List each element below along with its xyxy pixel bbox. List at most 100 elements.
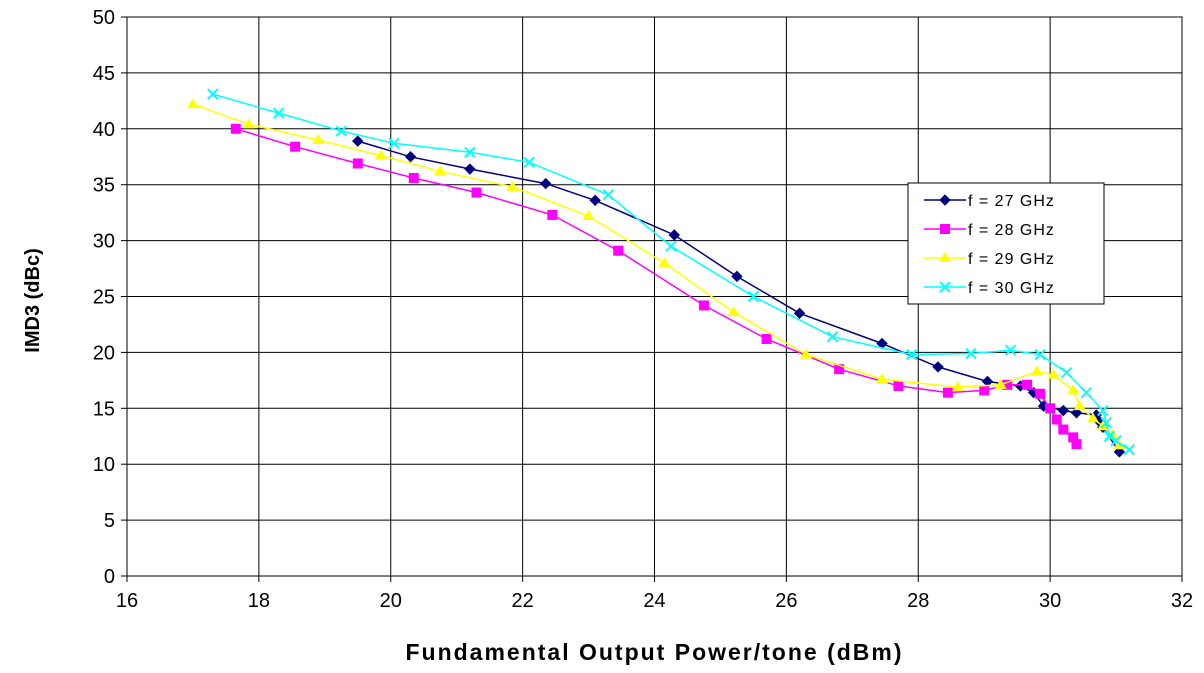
legend-label: f = 27 GHz [968,193,1055,210]
data-point [506,180,519,191]
data-point [1070,407,1083,419]
data-point [352,158,363,169]
data-point [1086,412,1099,423]
data-point [1060,366,1073,379]
data-point [1035,388,1046,399]
data-point [1123,443,1135,456]
data-point [994,378,1007,389]
x-axis-label: Fundamental Output Power/tone (dBm) [405,639,903,665]
data-point [747,290,760,303]
data-point [374,149,387,160]
data-point [1002,379,1013,390]
y-tick-label: 5 [104,510,115,532]
data-point [352,135,364,147]
data-point [230,123,241,134]
data-point [1051,414,1062,425]
y-tick-label: 35 [93,175,115,197]
data-point [207,88,219,100]
y-tick-label: 25 [93,287,115,309]
x-tick-label: 18 [248,590,270,612]
legend: f = 27 GHz f = 28 GHz f = 29 GHz f = 30 GHz [907,182,1105,305]
data-point [1058,424,1069,435]
y-tick-label: 45 [93,63,115,85]
data-point [951,381,964,392]
y-tick-label: 0 [104,566,115,588]
data-point [942,387,953,398]
data-point [826,331,839,343]
data-point [1022,379,1033,390]
data-point [1034,348,1046,361]
legend-marker [939,194,951,206]
data-point [1071,439,1082,450]
data-point [793,307,806,319]
data-point [1110,435,1122,447]
data-point [834,364,845,375]
x-tick-label: 30 [1039,590,1061,612]
x-tick-label: 20 [380,590,402,612]
data-point [800,348,813,359]
data-point [335,125,348,137]
data-point [290,141,301,152]
data-point [1067,384,1080,395]
x-tick-label: 26 [775,590,797,612]
data-point [1080,386,1093,399]
legend-item: f = 28 GHz [924,222,1054,239]
data-point [1113,446,1126,458]
legend-marker [940,224,950,234]
data-point [434,165,447,176]
data-point [388,137,400,150]
legend-item: f = 30 GHz [924,280,1055,297]
y-tick-label: 10 [93,454,115,476]
y-axis-label: IMD3 (dBc) [22,248,44,352]
data-point [539,177,552,190]
grid [126,16,1183,577]
x-tick-label: 22 [512,590,534,612]
series-3 [186,98,1126,450]
data-point [464,146,476,158]
data-point [471,187,482,198]
series-4 [207,88,1135,456]
data-point [665,240,677,252]
data-point [731,270,743,283]
data-point [613,245,624,256]
data-point [1103,430,1116,442]
data-point [404,151,417,163]
data-point [582,210,595,221]
data-point [727,306,740,317]
y-tick-label: 40 [93,119,115,141]
data-point [1004,344,1017,356]
data-point [668,229,680,241]
data-point [1045,403,1056,414]
y-tick-label: 30 [93,231,115,253]
legend-item: f = 27 GHz [924,193,1055,210]
data-point [979,385,990,396]
legend-marker [939,252,951,262]
data-point [602,189,615,201]
data-point [1100,417,1112,429]
data-point [408,172,419,183]
y-tick-label: 15 [93,398,115,420]
data-point [547,209,558,220]
data-point [1047,368,1060,379]
data-point [965,347,977,360]
x-tick-label: 28 [907,590,929,612]
legend-label: f = 30 GHz [968,280,1055,297]
data-point [1097,404,1109,417]
data-point [312,133,325,144]
data-point [1073,400,1086,411]
data-point [242,118,255,129]
data-point [658,256,671,267]
data-point [905,348,918,361]
y-tick-label: 20 [93,342,115,364]
data-point [932,361,944,373]
data-point [761,333,772,344]
data-point [1068,432,1079,443]
data-point [272,107,285,119]
x-tick-label: 16 [116,590,138,612]
y-tick-label: 50 [93,7,115,29]
series-layer [186,88,1135,458]
data-point [186,98,199,109]
x-tick-label: 24 [643,590,665,612]
data-point [523,156,535,169]
